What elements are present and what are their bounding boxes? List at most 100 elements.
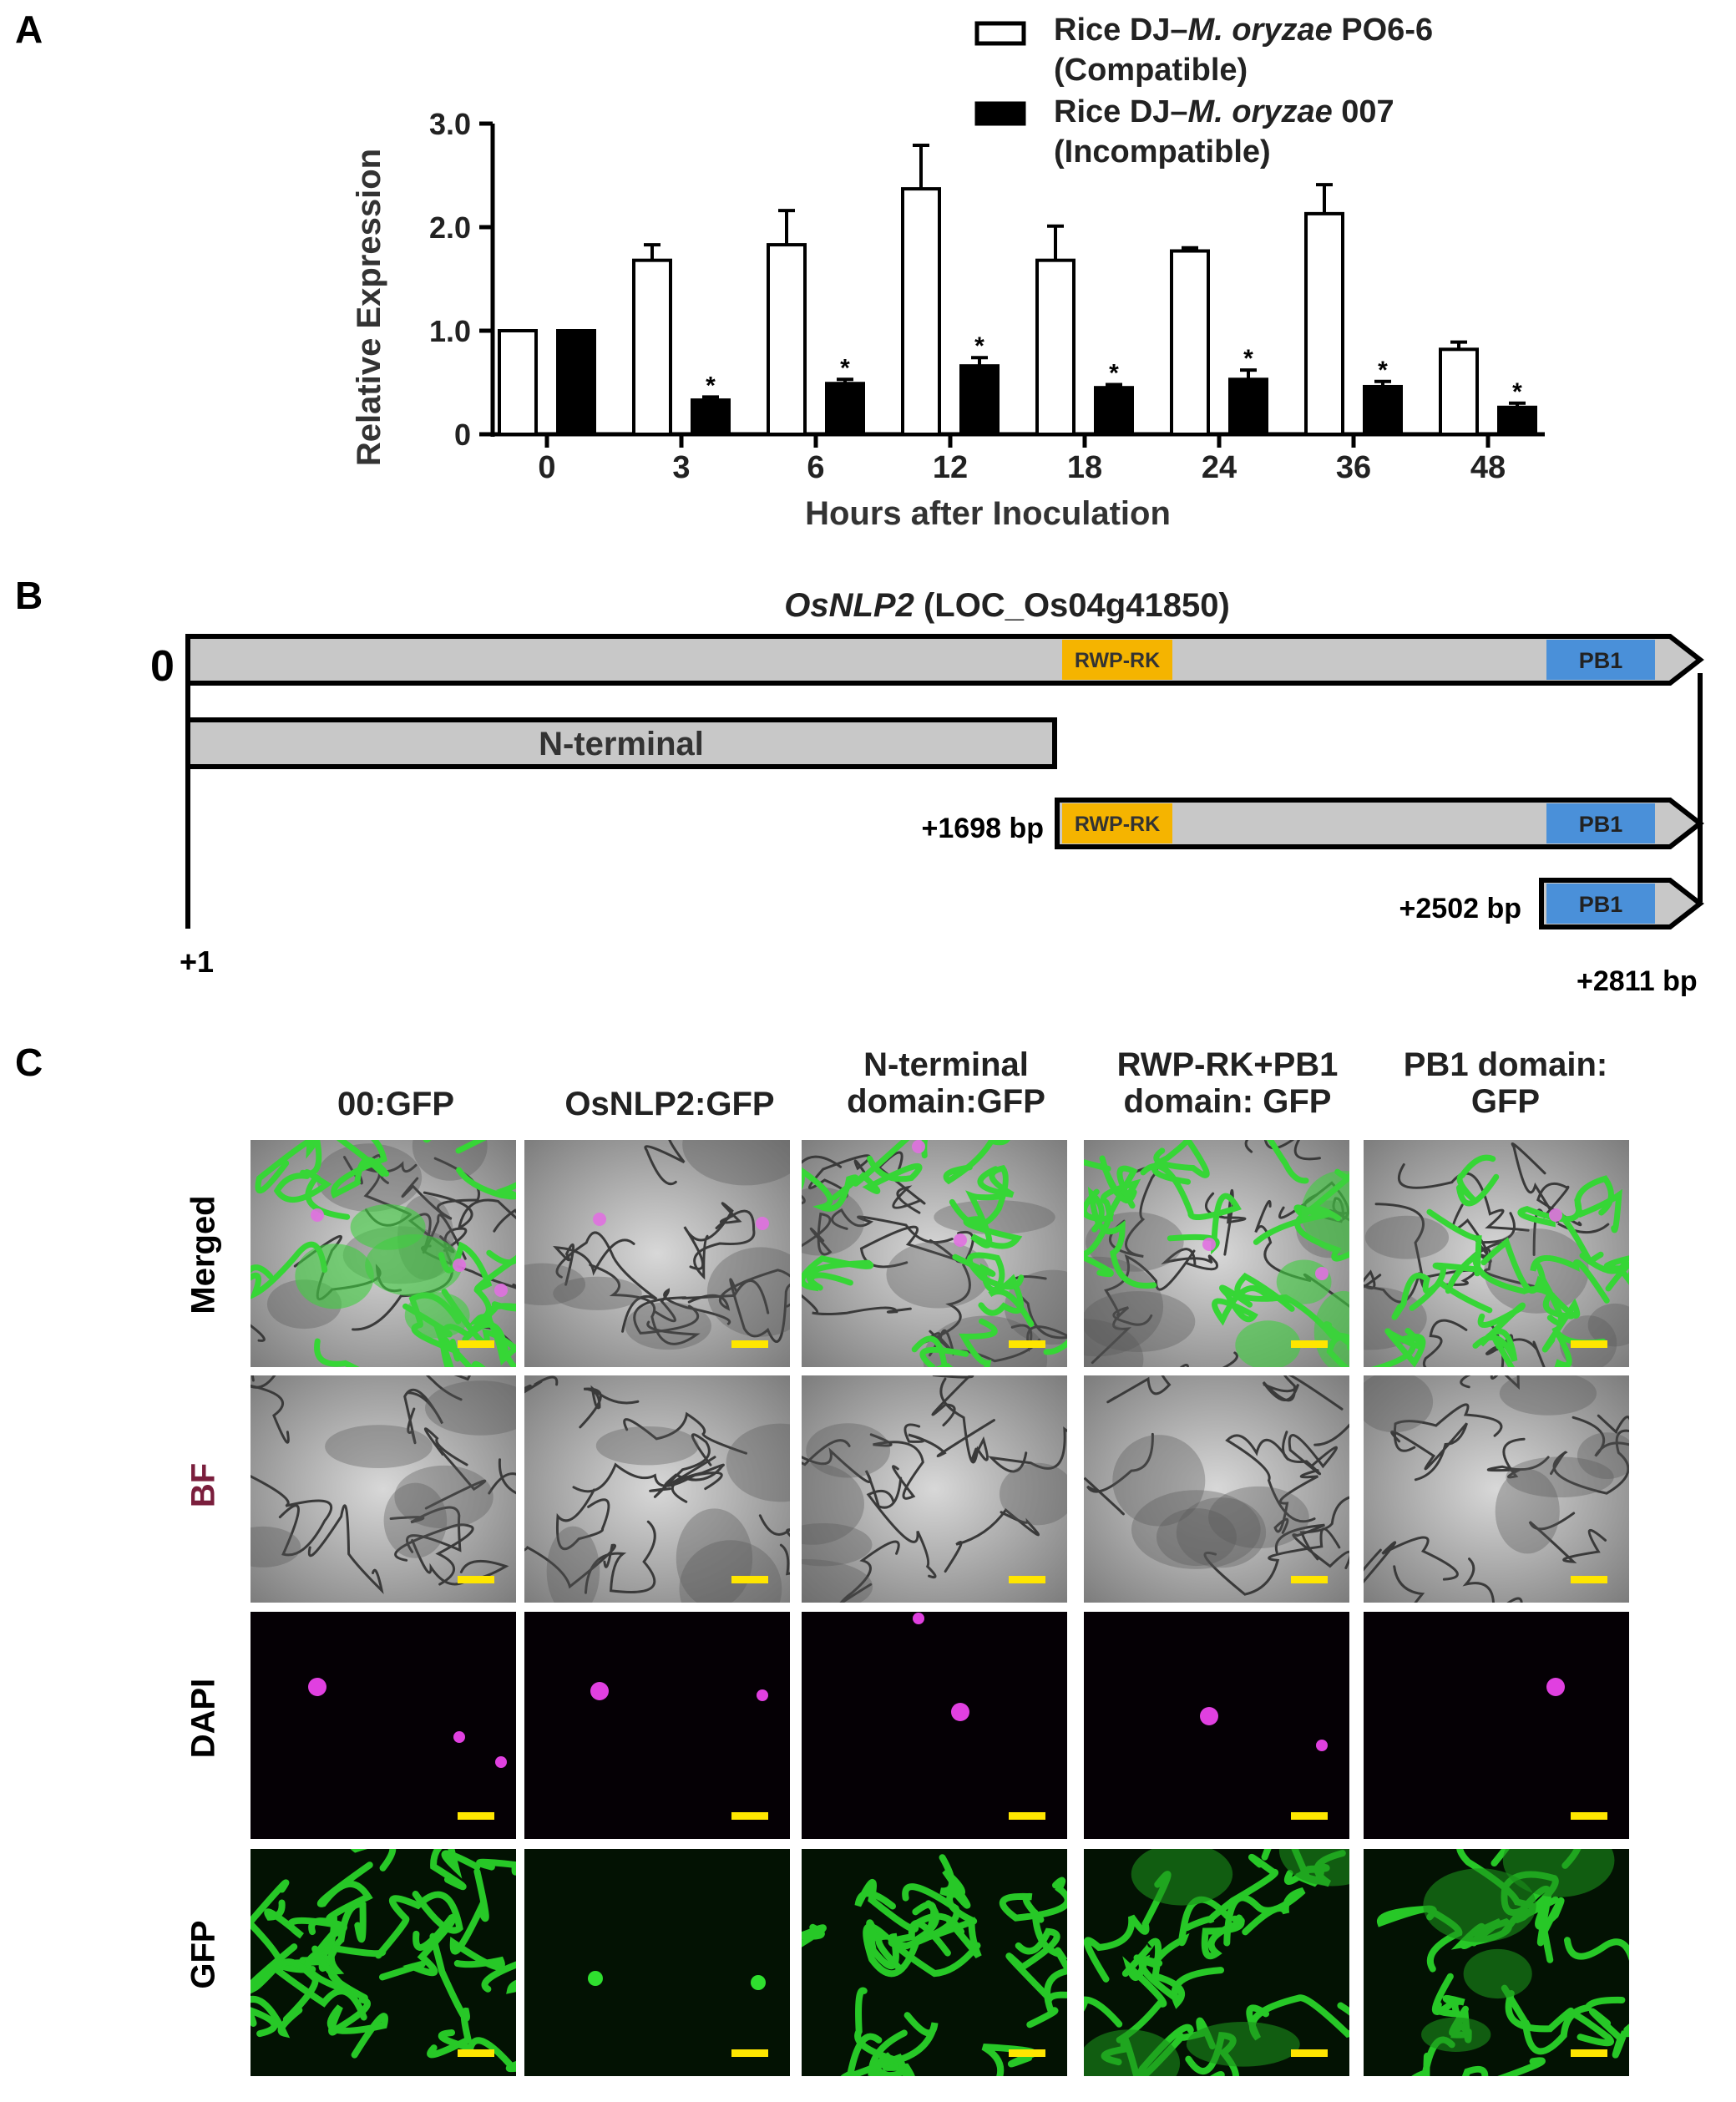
significance-star: * <box>1243 345 1253 372</box>
column-header-line: domain: GFP <box>1123 1083 1332 1120</box>
significance-star: * <box>1512 378 1522 406</box>
column-header-rwp-rk-pb1: RWP-RK+PB1 domain: GFP <box>1090 1046 1365 1120</box>
y-axis-label: Relative Expression <box>351 149 387 466</box>
y-tick-label: 3.0 <box>429 107 471 141</box>
x-tick-label: 18 <box>1067 450 1102 485</box>
pb1-label-short: PB1 <box>1579 892 1623 917</box>
micrograph-merged-osnlp2-gfp <box>524 1140 790 1367</box>
column-header-line: GFP <box>1470 1083 1541 1120</box>
micrograph-merged-rwp-rk-pb1-gfp <box>1084 1140 1349 1367</box>
x-tick-label: 48 <box>1470 450 1506 485</box>
bar-incompatible-12h <box>959 364 1000 436</box>
column-header-line: OsNLP2:GFP <box>564 1086 775 1122</box>
micrograph-merged-pb1-gfp <box>1364 1140 1629 1367</box>
scale-bar <box>731 1340 768 1348</box>
pb1-label-mid: PB1 <box>1579 812 1623 837</box>
scale-bar <box>458 1812 494 1820</box>
column-header-line: N-terminal <box>863 1046 1029 1083</box>
column-header-n-terminal: N-terminal domain:GFP <box>808 1046 1084 1120</box>
bar-compatible-3h <box>632 258 672 436</box>
micrograph-bf-00-gfp <box>251 1375 516 1603</box>
rwp-rk-domain <box>1062 803 1172 843</box>
full-length-construct: RWP-RK PB1 <box>185 634 1704 686</box>
micrograph-gfp-00-gfp <box>251 1849 516 2076</box>
significance-star: * <box>840 354 850 382</box>
rwp-rk-pb1-body <box>1055 798 1704 849</box>
legend-label-incompatible-line1: Rice DJ–M. oryzae 007 <box>1054 94 1394 129</box>
relative-expression-bar-chart: Rice DJ–M. oryzae PO6-6 (Compatible) Ric… <box>351 13 1545 532</box>
scale-bar <box>1009 1812 1045 1820</box>
scale-bar <box>458 1576 494 1583</box>
n-terminal-label: N-terminal <box>539 726 704 762</box>
pb1-domain-mid <box>1546 803 1655 843</box>
x-axis-label: Hours after Inoculation <box>805 495 1171 532</box>
scale-bar <box>731 1812 768 1820</box>
pb1-domain-full <box>1546 640 1655 680</box>
pb1-label-full: PB1 <box>1579 648 1623 673</box>
micrograph-dapi-rwp-rk-pb1-gfp <box>1084 1612 1349 1839</box>
column-header-line: RWP-RK+PB1 <box>1116 1046 1339 1083</box>
scale-bar <box>458 1340 494 1348</box>
scale-bar <box>458 2049 494 2057</box>
micrograph-dapi-pb1-gfp <box>1364 1612 1629 1839</box>
y-tick-label: 2.0 <box>429 210 471 245</box>
y-tick-label: 1.0 <box>429 314 471 348</box>
legend-swatch-incompatible <box>974 101 1026 126</box>
x-tick-label: 6 <box>807 450 824 485</box>
scale-bar <box>731 1576 768 1583</box>
y-tick-label: 0 <box>454 418 471 452</box>
rwp-rk-label-full: RWP-RK <box>1075 649 1160 672</box>
x-tick-label: 36 <box>1336 450 1371 485</box>
x-tick-label: 24 <box>1202 450 1237 485</box>
pb1-construct: +2502 bp PB1 <box>1399 878 1704 929</box>
column-header-line: 00:GFP <box>337 1086 455 1122</box>
bar-compatible-6h <box>767 243 807 436</box>
micrograph-merged-n-terminal-gfp <box>802 1140 1067 1367</box>
scale-bar <box>1571 1340 1607 1348</box>
panel-c-letter: C <box>15 1041 43 1084</box>
bar-compatible-48h <box>1439 347 1479 437</box>
scale-bar <box>1009 2049 1045 2057</box>
gene-title: OsNLP2 (LOC_Os04g41850) <box>784 587 1230 624</box>
scale-bar <box>1009 1340 1045 1348</box>
micrograph-dapi-00-gfp <box>251 1612 516 1839</box>
bar-compatible-24h <box>1170 249 1210 436</box>
legend-label-compatible-line1: Rice DJ–M. oryzae PO6-6 <box>1054 13 1433 48</box>
rwp-rk-label: RWP-RK <box>1075 813 1160 836</box>
row-label-gfp: GFP <box>185 1920 222 1989</box>
end-position-label: +2811 bp <box>1577 965 1698 997</box>
bar-incompatible-24h <box>1228 377 1268 436</box>
micrograph-gfp-n-terminal-gfp <box>802 1849 1067 2076</box>
column-header-osnlp2-gfp: OsNLP2:GFP <box>532 1086 807 1122</box>
bar-incompatible-3h <box>691 398 731 436</box>
micrograph-gfp-osnlp2-gfp <box>524 1849 790 2076</box>
bar-incompatible-6h <box>825 382 865 436</box>
micrograph-merged-00-gfp <box>251 1140 516 1367</box>
significance-star: * <box>1378 357 1388 384</box>
bar-incompatible-18h <box>1094 386 1134 437</box>
legend-label-incompatible-line2: (Incompatible) <box>1054 134 1271 170</box>
scale-bar <box>1291 1812 1328 1820</box>
x-tick-label: 3 <box>672 450 690 485</box>
micrograph-bf-osnlp2-gfp <box>524 1375 790 1603</box>
position-2502-label: +2502 bp <box>1399 893 1521 924</box>
bar-compatible-36h <box>1304 211 1344 436</box>
micrograph-dapi-n-terminal-gfp <box>802 1612 1067 1839</box>
bar-incompatible-36h <box>1363 384 1403 436</box>
bar-compatible-0h <box>498 329 538 436</box>
bar-compatible-12h <box>901 187 941 436</box>
panel-a-letter: A <box>15 8 43 51</box>
micrograph-bf-n-terminal-gfp <box>802 1375 1067 1603</box>
scale-bar <box>1009 1576 1045 1583</box>
panel-b-letter: B <box>15 574 43 617</box>
chart-legend: Rice DJ–M. oryzae PO6-6 (Compatible) Ric… <box>974 13 1433 170</box>
scale-bar <box>1571 1812 1607 1820</box>
scale-bar <box>1571 2049 1607 2057</box>
bar-compatible-18h <box>1035 258 1076 436</box>
micrograph-bf-rwp-rk-pb1-gfp <box>1084 1375 1349 1603</box>
micrograph-bf-pb1-gfp <box>1364 1375 1629 1603</box>
rwp-rk-domain-full <box>1062 640 1172 680</box>
n-terminal-body <box>185 717 1057 769</box>
n-terminal-construct: N-terminal <box>185 717 1057 769</box>
legend-swatch-compatible <box>974 21 1026 46</box>
